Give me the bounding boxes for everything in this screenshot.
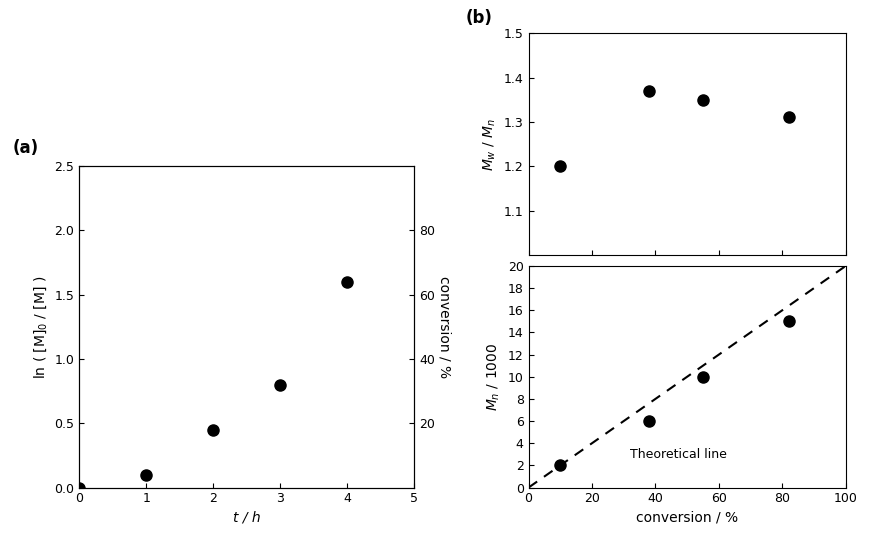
Text: (a): (a) [12,138,39,157]
X-axis label: conversion / %: conversion / % [636,511,738,525]
Y-axis label: ln ( [M]$_0$ / [M] ): ln ( [M]$_0$ / [M] ) [32,275,48,378]
X-axis label: t / h: t / h [233,511,261,525]
Text: Theoretical line: Theoretical line [630,448,727,461]
Y-axis label: $M_n$ / 1000: $M_n$ / 1000 [486,342,502,411]
Text: (b): (b) [465,9,492,27]
Y-axis label: conversion / %: conversion / % [438,276,452,378]
Y-axis label: $M_w$ / $M_n$: $M_w$ / $M_n$ [482,117,499,171]
